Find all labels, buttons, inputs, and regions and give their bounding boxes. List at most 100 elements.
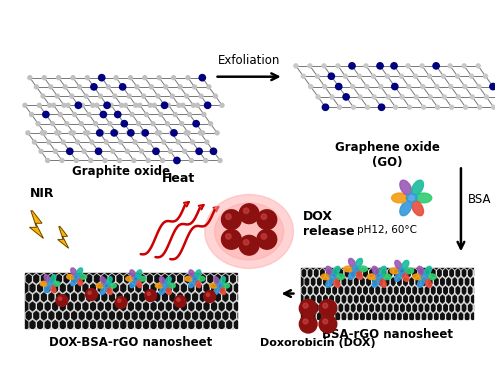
Circle shape xyxy=(120,85,124,89)
Circle shape xyxy=(200,76,204,80)
Circle shape xyxy=(150,85,154,89)
Ellipse shape xyxy=(344,266,353,272)
Circle shape xyxy=(316,74,320,78)
Circle shape xyxy=(76,140,80,144)
Circle shape xyxy=(319,315,337,333)
Circle shape xyxy=(407,85,411,88)
Circle shape xyxy=(118,159,122,163)
Circle shape xyxy=(144,113,148,116)
Circle shape xyxy=(34,85,38,89)
Circle shape xyxy=(71,76,75,80)
Circle shape xyxy=(72,131,76,135)
Circle shape xyxy=(98,94,102,98)
Circle shape xyxy=(144,131,147,135)
Circle shape xyxy=(157,76,161,80)
Circle shape xyxy=(184,94,188,98)
Circle shape xyxy=(183,149,186,153)
Circle shape xyxy=(172,76,175,80)
Ellipse shape xyxy=(100,287,106,294)
Circle shape xyxy=(212,149,216,153)
Circle shape xyxy=(380,105,384,109)
Circle shape xyxy=(60,159,64,163)
Circle shape xyxy=(338,105,342,109)
Circle shape xyxy=(106,85,110,89)
Circle shape xyxy=(147,292,150,295)
Text: pH12, 60°C: pH12, 60°C xyxy=(357,225,417,235)
Ellipse shape xyxy=(108,283,116,288)
Circle shape xyxy=(330,95,334,99)
Ellipse shape xyxy=(390,268,400,274)
Circle shape xyxy=(121,121,128,127)
Circle shape xyxy=(343,94,349,100)
Circle shape xyxy=(257,229,276,249)
Circle shape xyxy=(166,103,170,107)
Circle shape xyxy=(421,85,425,88)
Ellipse shape xyxy=(189,270,195,277)
Circle shape xyxy=(193,121,200,127)
Circle shape xyxy=(111,130,117,136)
Circle shape xyxy=(118,299,121,302)
Circle shape xyxy=(66,103,70,107)
Ellipse shape xyxy=(136,280,141,288)
Circle shape xyxy=(400,74,404,78)
Circle shape xyxy=(379,85,383,88)
Circle shape xyxy=(80,103,84,107)
Circle shape xyxy=(302,74,306,78)
Circle shape xyxy=(393,85,397,88)
Ellipse shape xyxy=(130,280,136,288)
Circle shape xyxy=(48,103,52,107)
Ellipse shape xyxy=(48,282,53,286)
Circle shape xyxy=(337,85,340,88)
Ellipse shape xyxy=(162,284,168,288)
Ellipse shape xyxy=(126,276,134,281)
Ellipse shape xyxy=(44,285,50,293)
Circle shape xyxy=(142,94,146,98)
Ellipse shape xyxy=(205,194,294,268)
Circle shape xyxy=(490,83,496,90)
Circle shape xyxy=(406,64,410,68)
Circle shape xyxy=(94,122,98,126)
Circle shape xyxy=(166,122,170,126)
Circle shape xyxy=(400,95,404,99)
Circle shape xyxy=(184,131,188,135)
Circle shape xyxy=(84,94,88,98)
Circle shape xyxy=(57,131,61,135)
Ellipse shape xyxy=(133,277,138,281)
Circle shape xyxy=(492,105,496,109)
Circle shape xyxy=(69,131,73,135)
Circle shape xyxy=(207,85,211,89)
Circle shape xyxy=(108,122,112,126)
Circle shape xyxy=(351,85,354,88)
Circle shape xyxy=(82,149,86,153)
Circle shape xyxy=(100,111,106,118)
Circle shape xyxy=(156,94,160,98)
Ellipse shape xyxy=(424,279,432,287)
Circle shape xyxy=(104,140,108,144)
Circle shape xyxy=(372,74,376,78)
Circle shape xyxy=(186,76,190,80)
Circle shape xyxy=(113,94,117,98)
Circle shape xyxy=(386,74,390,78)
Circle shape xyxy=(98,131,102,135)
Ellipse shape xyxy=(136,270,141,277)
Circle shape xyxy=(199,94,203,98)
Circle shape xyxy=(49,85,53,89)
Ellipse shape xyxy=(160,277,166,284)
Circle shape xyxy=(70,94,73,98)
Circle shape xyxy=(328,73,334,80)
Ellipse shape xyxy=(412,180,424,195)
Circle shape xyxy=(58,297,62,300)
Circle shape xyxy=(52,103,56,107)
Circle shape xyxy=(86,131,90,135)
Ellipse shape xyxy=(392,193,408,203)
Circle shape xyxy=(42,111,49,118)
Ellipse shape xyxy=(130,270,136,277)
Circle shape xyxy=(96,149,100,153)
Circle shape xyxy=(40,131,44,135)
Circle shape xyxy=(226,234,231,239)
Ellipse shape xyxy=(96,283,104,288)
Circle shape xyxy=(470,95,474,99)
Circle shape xyxy=(50,122,54,126)
Ellipse shape xyxy=(100,277,106,284)
Circle shape xyxy=(151,122,155,126)
